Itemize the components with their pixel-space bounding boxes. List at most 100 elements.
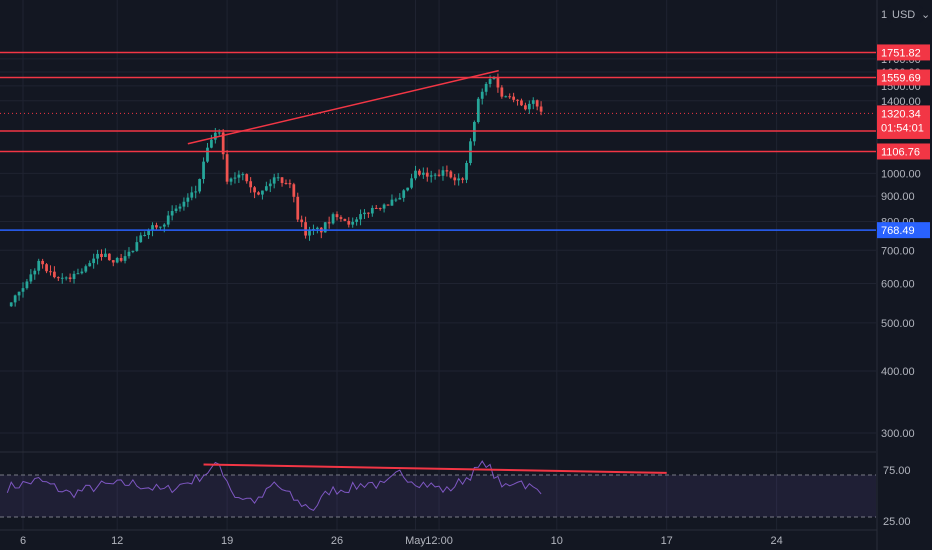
level-tag (877, 222, 930, 239)
countdown-label: 01:54:01 (881, 122, 924, 134)
candle-body (288, 183, 292, 185)
candle-body (131, 250, 135, 252)
candle-body (139, 235, 143, 243)
candle-body (190, 192, 194, 198)
candle-body (449, 171, 453, 178)
level-tag-label: 1559.69 (881, 73, 921, 85)
candle-body (433, 174, 437, 176)
candle-body (92, 258, 96, 264)
time-tick-label: 26 (331, 535, 343, 547)
candle-body (378, 208, 382, 210)
candle-body (347, 220, 351, 225)
candle-body (233, 177, 237, 179)
candle-body (476, 98, 480, 123)
candle-body (225, 154, 229, 182)
candle-body (429, 175, 433, 177)
price-tick-label: 500.00 (881, 318, 915, 330)
rsi-lower-label: 25.00 (883, 516, 911, 528)
candle-body (500, 87, 504, 97)
candle-body (41, 260, 44, 265)
candle-body (119, 257, 123, 261)
candle-body (104, 253, 107, 257)
candle-body (159, 226, 162, 228)
candle-body (155, 225, 158, 228)
candle-body (308, 229, 311, 236)
level-tag (877, 143, 930, 160)
time-tick-label: 19 (221, 535, 233, 547)
candle-body (359, 214, 362, 220)
candle-body (406, 187, 410, 191)
candle-body (457, 178, 461, 181)
candle-body (504, 96, 508, 98)
candle-body (37, 260, 41, 271)
candle-body (437, 174, 441, 176)
candle-body (382, 204, 386, 209)
candle-body (170, 211, 174, 216)
candle-body (418, 170, 421, 175)
candle-body (390, 199, 394, 206)
candle-body (335, 214, 339, 218)
level-tag-label: 1751.82 (881, 47, 921, 59)
level-tag-label: 1106.76 (881, 146, 920, 158)
candle-body (143, 234, 147, 236)
candle-body (421, 172, 425, 175)
candle-body (394, 199, 398, 201)
candle-body (21, 288, 25, 292)
candle-body (166, 215, 170, 225)
candle-body (480, 91, 484, 99)
candle-body (174, 208, 178, 212)
price-axis[interactable]: 300.00400.00500.00600.00700.00800.00900.… (876, 0, 932, 550)
candle-body (402, 190, 406, 198)
price-tick-label: 400.00 (881, 366, 915, 378)
currency-dropdown-icon[interactable]: ⌄ (921, 9, 930, 21)
candle-body (512, 96, 515, 100)
candle-body (343, 218, 347, 221)
candle-body (111, 260, 115, 263)
rsi-trendline[interactable] (203, 463, 667, 474)
trendlines[interactable] (187, 69, 499, 145)
candle-body (198, 178, 201, 192)
candle-body (182, 201, 186, 207)
time-tick-label: May (405, 535, 426, 547)
candle-body (527, 103, 531, 110)
candle-body (461, 178, 464, 180)
candle-body (261, 190, 264, 195)
price-tags: 1751.821559.691217.351106.76768.491320.3… (877, 44, 930, 239)
candle-body (76, 273, 80, 275)
currency-badge[interactable] (887, 5, 923, 23)
candle-body (253, 187, 256, 193)
candle-body (151, 225, 154, 231)
time-axis[interactable]: 6 12 19 26 May 12:00 10 17 24 (0, 529, 877, 547)
rsi-upper-label: 75.00 (883, 465, 911, 477)
candle-body (245, 174, 249, 182)
candle-body (213, 132, 217, 140)
rsi-line (6, 460, 542, 511)
candle-body (484, 83, 488, 92)
time-tick-label: 24 (770, 535, 782, 547)
candle-body (284, 182, 288, 184)
candle-body (410, 178, 413, 188)
candle-body (249, 181, 253, 188)
candle-body (241, 174, 245, 176)
candle-body (516, 99, 519, 101)
current-price-label: 1320.34 (881, 108, 921, 120)
candle-body (162, 224, 166, 227)
candle-body (80, 271, 84, 274)
grid-lines (0, 0, 876, 530)
price-tick-label: 300.00 (881, 428, 915, 440)
candle-body (25, 281, 29, 289)
candle-body (107, 253, 111, 261)
candle-body (202, 161, 205, 179)
candle-body (445, 170, 449, 172)
trendline[interactable] (187, 69, 499, 145)
horizontal-levels[interactable] (0, 51, 876, 231)
candle-body (425, 172, 429, 177)
candle-body (316, 227, 319, 229)
time-tick-label: 10 (551, 535, 563, 547)
price-tick-label: 600.00 (881, 279, 915, 291)
candle-body (64, 277, 68, 279)
candle-body (178, 206, 182, 209)
candle-body (292, 184, 296, 197)
